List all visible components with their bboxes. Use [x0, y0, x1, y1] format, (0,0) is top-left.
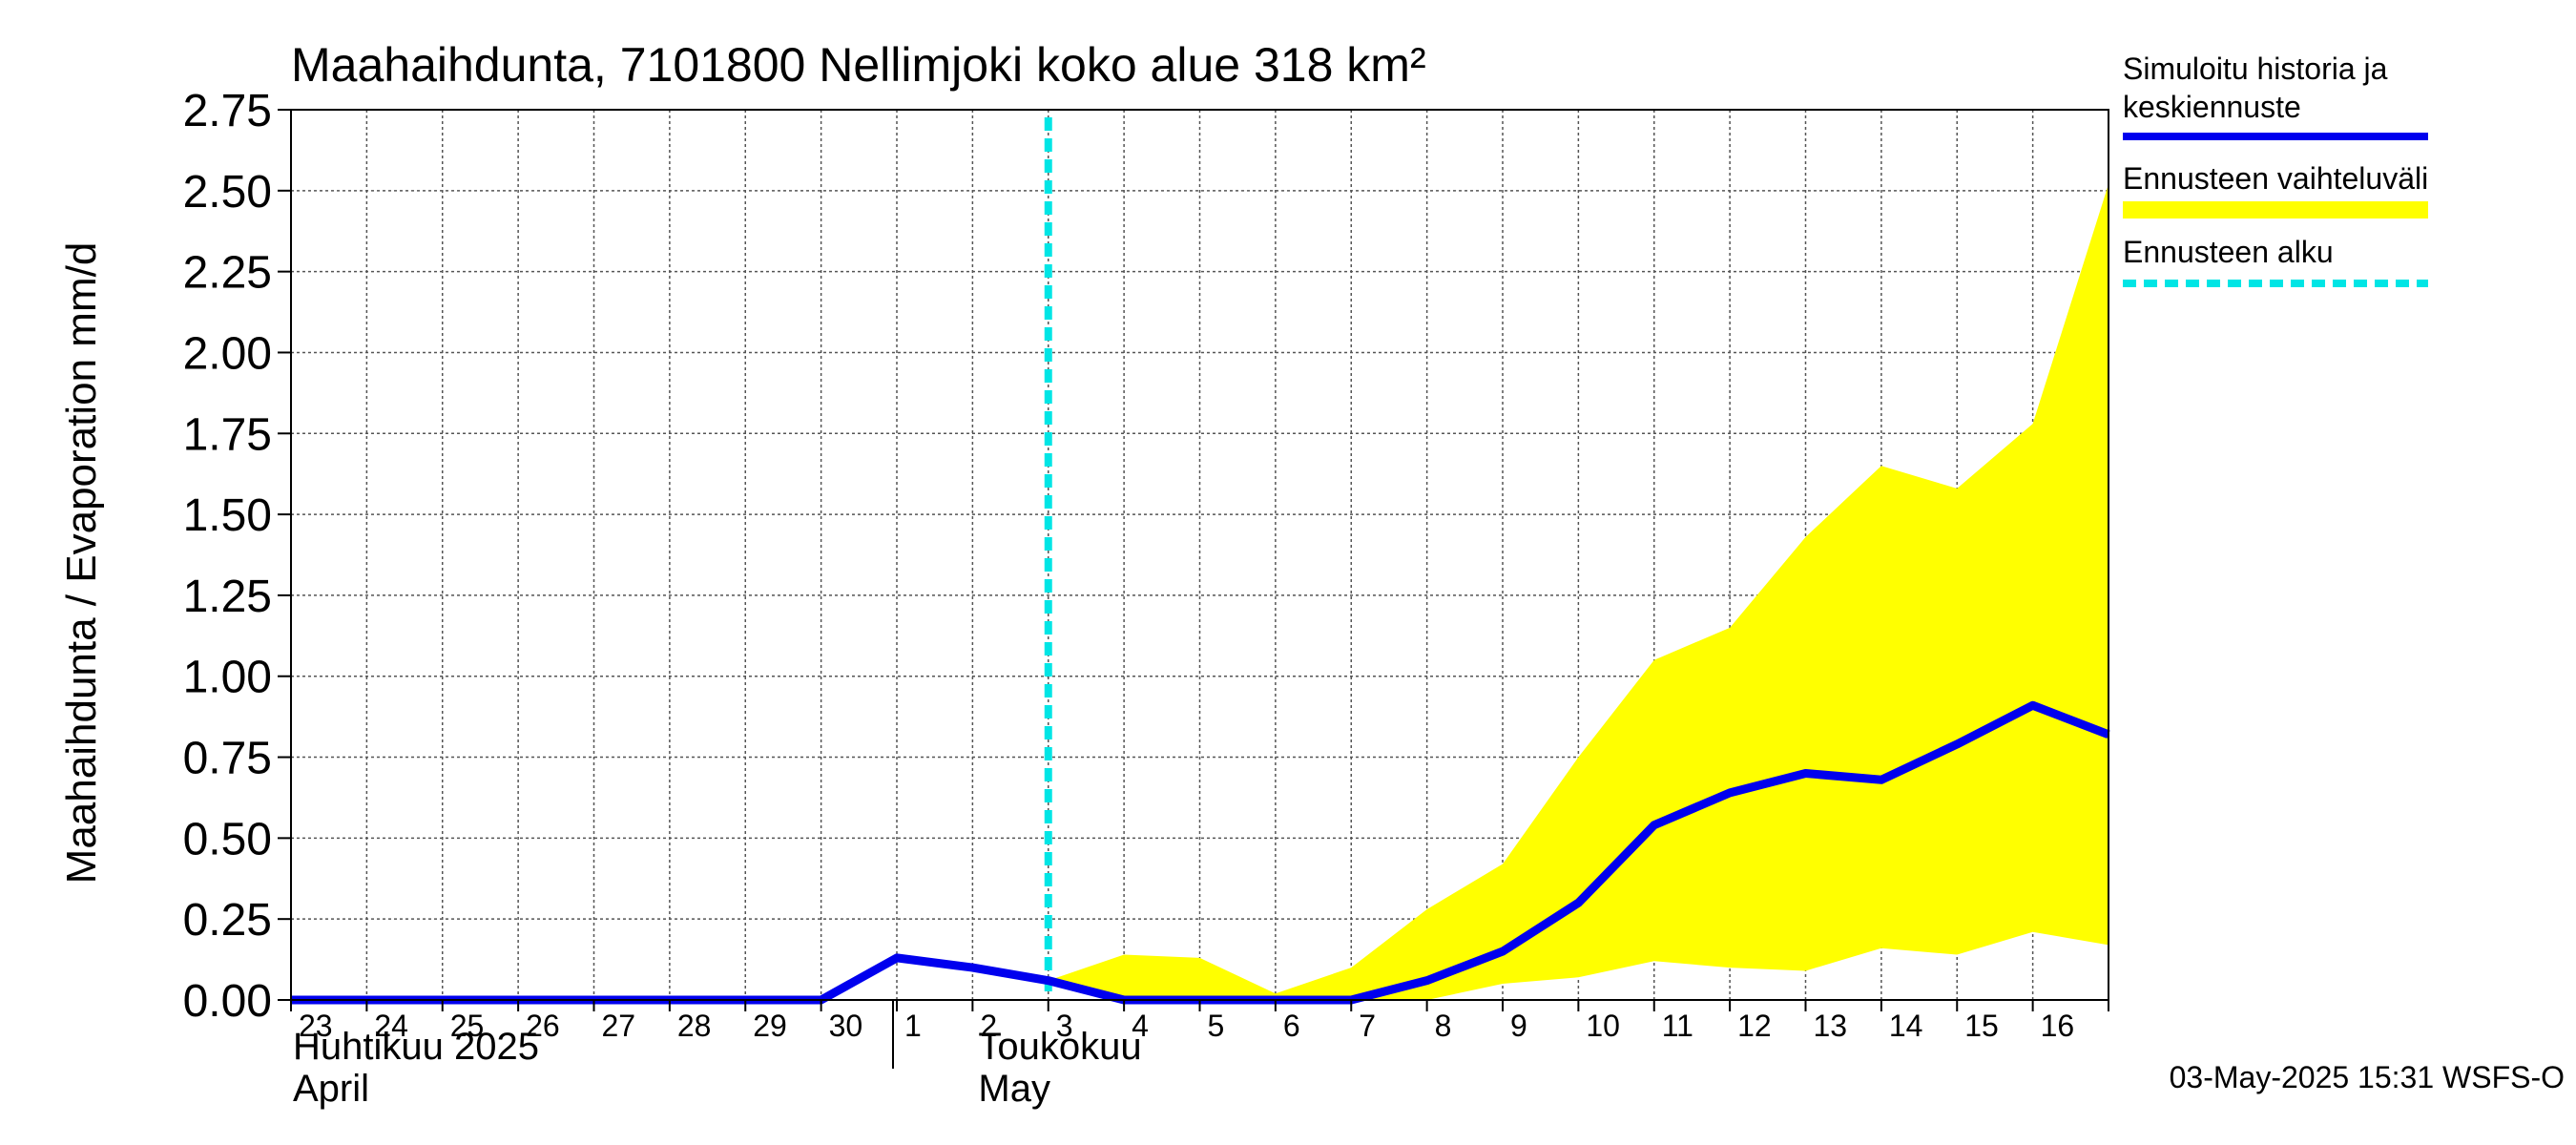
legend-label: Ennusteen vaihteluväli	[2123, 161, 2428, 196]
x-tick-label: 25	[450, 1009, 485, 1043]
x-tick-label: 6	[1283, 1009, 1300, 1043]
y-tick-label: 1.75	[183, 409, 272, 460]
x-tick-label: 29	[753, 1009, 787, 1043]
y-tick-label: 2.75	[183, 86, 272, 136]
x-tick-label: 26	[526, 1009, 560, 1043]
legend-label: Ennusteen alku	[2123, 235, 2334, 269]
chart-title: Maahaihdunta, 7101800 Nellimjoki koko al…	[291, 38, 1426, 92]
y-tick-label: 2.50	[183, 167, 272, 218]
x-tick-label: 15	[1964, 1009, 1999, 1043]
x-tick-label: 11	[1662, 1009, 1693, 1043]
y-tick-label: 2.00	[183, 328, 272, 379]
x-tick-label: 10	[1586, 1009, 1620, 1043]
x-tick-label: 9	[1510, 1009, 1527, 1043]
x-tick-label: 2	[980, 1009, 997, 1043]
x-tick-label: 8	[1435, 1009, 1452, 1043]
x-tick-label: 12	[1737, 1009, 1772, 1043]
x-tick-label: 23	[299, 1009, 333, 1043]
month-label-line2: April	[293, 1068, 369, 1110]
month-label-line1: Toukokuu	[978, 1026, 1141, 1068]
x-tick-label: 4	[1132, 1009, 1149, 1043]
x-tick-label: 3	[1056, 1009, 1073, 1043]
x-tick-label: 30	[829, 1009, 863, 1043]
x-tick-label: 1	[904, 1009, 922, 1043]
y-axis-label: Maahaihdunta / Evaporation mm/d	[58, 242, 105, 885]
x-tick-label: 24	[374, 1009, 408, 1043]
forecast-range-band	[1048, 184, 2109, 1001]
x-tick-label: 13	[1814, 1009, 1848, 1043]
legend: Simuloitu historia ja keskiennuste Ennuste…	[2123, 52, 2428, 287]
x-tick-label: 5	[1208, 1009, 1225, 1043]
x-axis-ticks: 23 24 25 26 27 28 29 30 1 2 3 4 5 6 7 8 9 10 11 12 13 14 15 16	[290, 1000, 2109, 1043]
y-tick-label: 0.00	[183, 976, 272, 1027]
y-tick-label: 1.00	[183, 653, 272, 703]
month-label-line1: Huhtikuu 2025	[293, 1026, 539, 1068]
x-tick-label: 28	[677, 1009, 712, 1043]
y-tick-label: 0.75	[183, 734, 272, 784]
x-tick-label: 16	[2041, 1009, 2075, 1043]
x-tick-label: 27	[602, 1009, 636, 1043]
month-label-line2: May	[978, 1068, 1050, 1110]
y-tick-label: 1.25	[183, 572, 272, 622]
legend-label: keskiennuste	[2123, 90, 2301, 124]
legend-label: Simuloitu historia ja	[2123, 52, 2388, 86]
y-tick-label: 0.25	[183, 895, 272, 946]
y-axis-ticks: 0.00 0.25 0.50 0.75 1.00 1.25 1.50 1.75 2.00 2.25…	[183, 86, 291, 1027]
range-band-area	[1048, 184, 2109, 1001]
y-tick-label: 2.25	[183, 248, 272, 299]
footer-timestamp: 03-May-2025 15:31 WSFS-O	[2170, 1060, 2565, 1094]
y-tick-label: 1.50	[183, 490, 272, 541]
x-tick-label: 7	[1359, 1009, 1376, 1043]
x-tick-label: 14	[1889, 1009, 1923, 1043]
y-tick-label: 0.50	[183, 814, 272, 864]
